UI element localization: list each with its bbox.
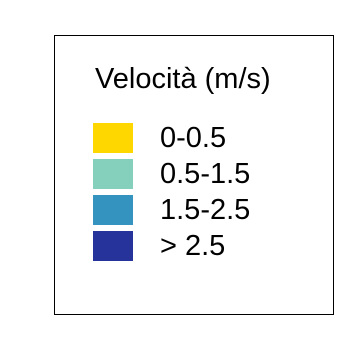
legend-box: Velocità (m/s) 0-0.5 0.5-1.5 1.5-2.5 > 2… bbox=[54, 35, 334, 315]
swatch-1 bbox=[93, 159, 133, 189]
legend-title: Velocità (m/s) bbox=[95, 63, 271, 95]
swatch-3 bbox=[93, 231, 133, 261]
legend-item-1: 0.5-1.5 bbox=[93, 159, 250, 189]
legend-item-3: > 2.5 bbox=[93, 231, 225, 261]
legend-label-0: 0-0.5 bbox=[160, 121, 227, 154]
swatch-2 bbox=[93, 195, 133, 225]
legend-item-2: 1.5-2.5 bbox=[93, 195, 250, 225]
legend-label-1: 0.5-1.5 bbox=[160, 157, 251, 190]
legend-label-3: > 2.5 bbox=[160, 229, 226, 262]
legend-item-0: 0-0.5 bbox=[93, 123, 226, 153]
legend-label-2: 1.5-2.5 bbox=[160, 193, 251, 226]
swatch-0 bbox=[93, 123, 133, 153]
